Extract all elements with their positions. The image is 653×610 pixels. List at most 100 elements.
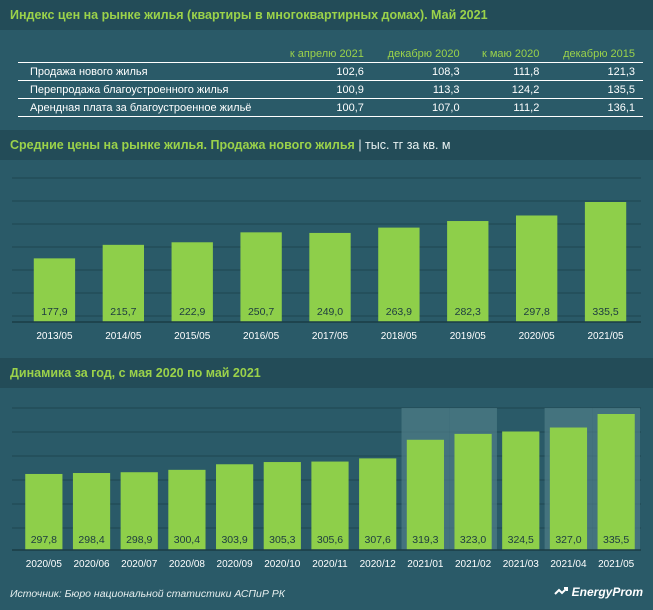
data-label: 177,9: [41, 306, 67, 318]
page-title: Индекс цен на рынке жилья (квартиры в мн…: [0, 0, 653, 30]
table-row: Арендная плата за благоустроенное жильё …: [18, 98, 643, 117]
tick-label: 2020/08: [169, 559, 206, 570]
tick-label: 2020/11: [312, 559, 348, 570]
tick-label: 2021/04: [550, 559, 587, 570]
row-value: 111,8: [467, 62, 548, 81]
bar: [359, 458, 397, 550]
data-label: 215,7: [110, 306, 136, 318]
row-value: 135,5: [547, 80, 643, 99]
bar: [311, 461, 349, 550]
table-header-cell: декабрю 2020: [371, 45, 468, 63]
tick-label: 2020/06: [73, 559, 110, 570]
tick-label: 2020/10: [264, 559, 301, 570]
tick-label: 2014/05: [105, 331, 142, 342]
data-label: 263,9: [386, 306, 412, 318]
bar: [120, 472, 158, 550]
bar: [216, 464, 254, 550]
bar: [171, 242, 213, 322]
data-label: 323,0: [460, 534, 486, 546]
row-value: 100,9: [274, 80, 372, 99]
bar: [502, 431, 540, 550]
data-label: 297,8: [524, 306, 550, 318]
chart-monthly-prices: 297,8 2020/05 298,4 2020/06 298,9 2020/07 300,…: [12, 407, 641, 570]
bar: [72, 473, 111, 550]
bar: [240, 232, 282, 322]
data-label: 249,0: [317, 306, 343, 318]
table-header-cell: к апрелю 2021: [274, 45, 372, 63]
data-label: 250,7: [248, 306, 274, 318]
data-label: 298,9: [126, 534, 152, 546]
bar: [584, 202, 627, 322]
row-name: Арендная плата за благоустроенное жильё: [18, 98, 274, 117]
row-value: 124,2: [467, 80, 548, 99]
table-row: Продажа нового жилья 102,6 108,3 111,8 1…: [18, 62, 643, 81]
chart1-title: Средние цены на рынке жилья. Продажа нов…: [10, 138, 355, 152]
tick-label: 2021/05: [598, 559, 635, 570]
data-label: 297,8: [31, 534, 57, 546]
data-label: 335,5: [603, 534, 629, 546]
data-label: 327,0: [555, 534, 581, 546]
data-label: 282,3: [455, 306, 481, 318]
tick-label: 2017/05: [312, 331, 349, 342]
tick-label: 2020/09: [217, 559, 254, 570]
tick-label: 2020/05: [26, 559, 63, 570]
bar: [454, 433, 492, 550]
bar: [25, 473, 63, 550]
table-row: Перепродажа благоустроенного жилья 100,9…: [18, 80, 643, 99]
row-value: 111,2: [467, 98, 548, 117]
bar: [406, 439, 444, 550]
page-title-text: Индекс цен на рынке жилья (квартиры в мн…: [10, 8, 488, 22]
source-note: Источник: Бюро национальной статистики А…: [10, 588, 285, 600]
energyprom-logo: EnergyProm: [553, 585, 643, 599]
chart-annual-prices: 177,9 2013/05 215,7 2014/05 222,9 2015/05 250,…: [12, 177, 641, 342]
row-value: 100,7: [274, 98, 372, 117]
tick-label: 2021/02: [455, 559, 492, 570]
tick-label: 2018/05: [381, 331, 418, 342]
tick-label: 2020/12: [360, 559, 397, 570]
data-label: 222,9: [179, 306, 205, 318]
data-label: 307,6: [365, 534, 391, 546]
data-label: 298,4: [78, 534, 104, 546]
bar: [263, 462, 301, 550]
data-label: 319,3: [412, 534, 438, 546]
table-header-blank: [18, 45, 274, 63]
table-header-cell: декабрю 2015: [547, 45, 643, 63]
logo-mark-icon: [553, 587, 568, 595]
bar: [33, 258, 76, 322]
table-header-row: к апрелю 2021 декабрю 2020 к маю 2020 де…: [18, 45, 643, 63]
price-index-table: к апрелю 2021 декабрю 2020 к маю 2020 де…: [18, 45, 643, 117]
tick-label: 2015/05: [174, 331, 211, 342]
data-label: 300,4: [174, 534, 200, 546]
row-value: 113,3: [371, 80, 468, 99]
bar: [597, 414, 635, 550]
row-value: 121,3: [547, 62, 643, 81]
table-header-cell: к маю 2020: [467, 45, 548, 63]
chart1-unit: | тыс. тг за кв. м: [354, 138, 451, 152]
bar: [516, 215, 558, 322]
tick-label: 2020/05: [519, 331, 556, 342]
chart2-title: Динамика за год, с мая 2020 по май 2021: [10, 366, 261, 380]
row-value: 108,3: [371, 62, 468, 81]
data-label: 305,3: [269, 534, 295, 546]
chart1-heading: Средние цены на рынке жилья. Продажа нов…: [0, 130, 653, 160]
bar: [102, 244, 144, 322]
tick-label: 2021/05: [587, 331, 624, 342]
tick-label: 2013/05: [36, 331, 73, 342]
row-value: 136,1: [547, 98, 643, 117]
bar: [168, 469, 206, 550]
tick-label: 2021/01: [407, 559, 444, 570]
chart2-heading: Динамика за год, с мая 2020 по май 2021: [0, 358, 653, 388]
row-name: Продажа нового жилья: [18, 62, 274, 81]
bar: [447, 221, 489, 322]
logo-text: EnergyProm: [571, 585, 643, 599]
data-label: 305,6: [317, 534, 343, 546]
row-name: Перепродажа благоустроенного жилья: [18, 80, 274, 99]
tick-label: 2021/03: [503, 559, 540, 570]
data-label: 303,9: [221, 534, 247, 546]
tick-label: 2016/05: [243, 331, 280, 342]
row-value: 102,6: [274, 62, 372, 81]
bar: [309, 232, 351, 322]
tick-label: 2019/05: [450, 331, 487, 342]
bar: [549, 427, 588, 550]
tick-label: 2020/07: [121, 559, 158, 570]
